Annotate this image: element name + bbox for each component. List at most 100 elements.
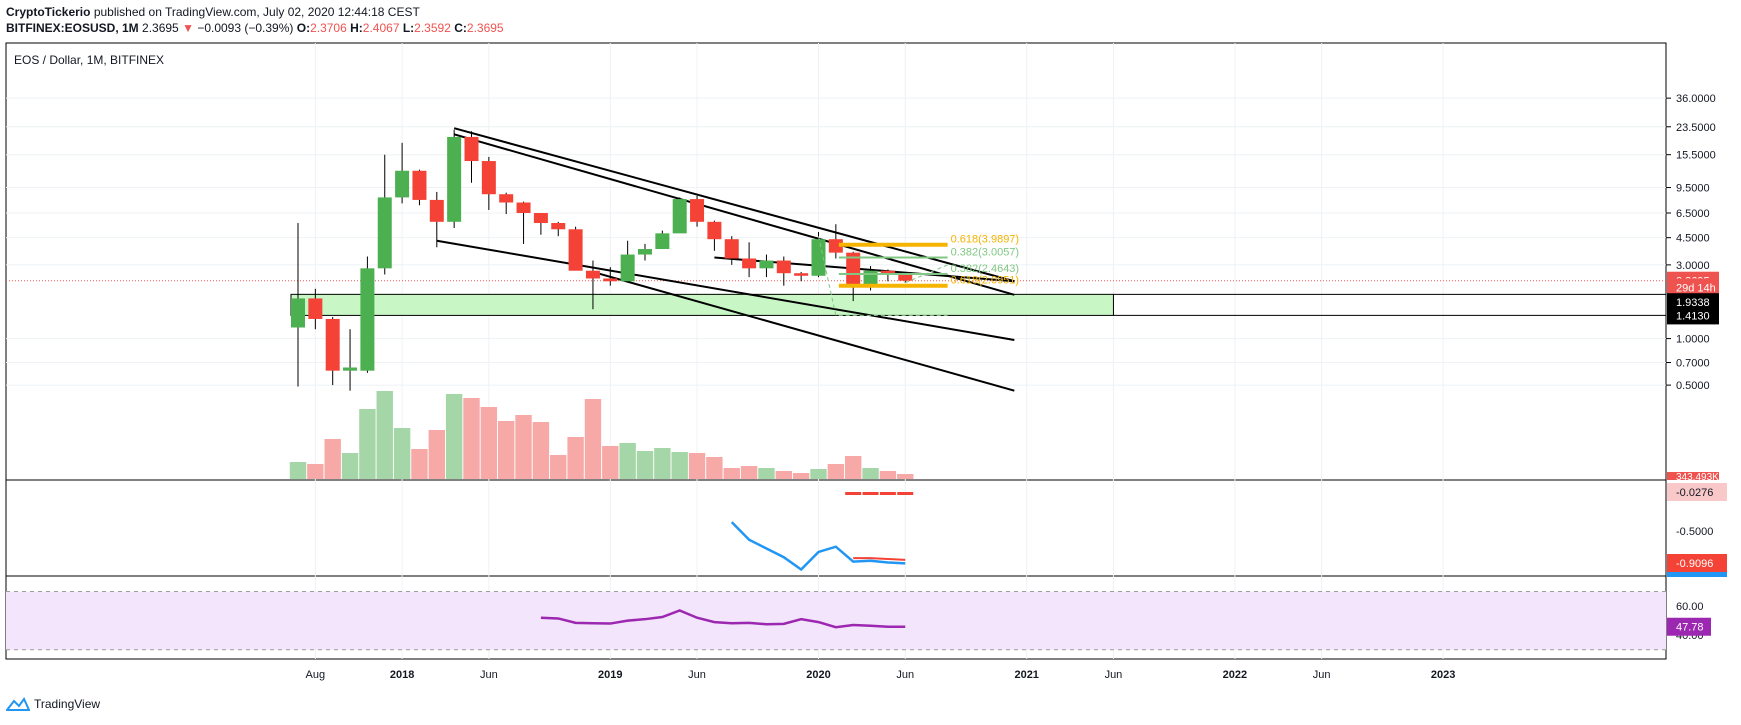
volume-bar: [480, 407, 498, 479]
candle-body: [308, 298, 323, 319]
volume-bar: [862, 468, 879, 479]
fib-level-label: 0.382(3.0057): [951, 246, 1020, 258]
time-tick-label: 2022: [1223, 669, 1247, 681]
candle-body: [846, 252, 861, 286]
macd-histogram-bar: [897, 492, 914, 495]
volume-bar: [897, 474, 914, 479]
time-axis[interactable]: Aug 2018 Jun 2019 Jun 2020 Jun 2021 Jun 2022 Jun 20…: [306, 669, 1456, 681]
candle-body: [481, 161, 496, 195]
time-tick-label: 2018: [390, 669, 414, 681]
volume-bar: [324, 439, 341, 479]
rsi-value-badge: [1667, 617, 1711, 636]
open-label: O:: [296, 21, 311, 35]
candle-body: [724, 239, 739, 259]
price-tick-label: 3.0000: [1676, 260, 1710, 272]
candle-body: [828, 239, 843, 253]
volume-bar: [550, 455, 567, 479]
trend-line: [453, 133, 1015, 296]
price-tick-label: 4.5000: [1676, 233, 1710, 245]
macd-line: [730, 521, 906, 572]
candle-body: [672, 199, 687, 234]
price-badge-label: 1.9338: [1676, 297, 1710, 309]
volume-bar: [723, 468, 740, 479]
candle-body: [690, 199, 705, 222]
time-tick-label: Jun: [1313, 669, 1331, 681]
price-badge-label: 29d 14h: [1676, 283, 1716, 295]
fib-level-label: 0.382(2.4643): [951, 263, 1020, 275]
candle-body: [898, 275, 913, 281]
candle-body: [568, 229, 583, 271]
chart-canvas[interactable]: 0.618(3.9897)0.382(3.0057)0.382(2.4643)0…: [0, 0, 1741, 695]
trend-line: [453, 127, 1015, 283]
macd-badge: [1667, 554, 1727, 572]
volume-bar: [584, 399, 602, 479]
publish-info: published on TradingView.com, July 02, 2…: [93, 5, 420, 19]
chart-frame: [5, 42, 1667, 660]
volume-bar: [393, 428, 411, 479]
candle-body: [863, 270, 878, 286]
symbol-label[interactable]: BITFINEX:EOSUSD, 1M: [6, 21, 139, 35]
price-axis[interactable]: 36.0000 23.5000 15.5000 9.5000 6.5000 4.5000 3…: [1666, 93, 1716, 392]
rsi-line: [540, 609, 906, 629]
high-label: H:: [350, 21, 363, 35]
candle-body: [638, 249, 652, 255]
macd-badge: [1667, 483, 1727, 501]
price-tick-label: 1.0000: [1676, 334, 1710, 346]
time-tick-label: Jun: [896, 669, 914, 681]
brand-name[interactable]: TradingView: [34, 697, 101, 711]
candle-body: [759, 260, 774, 269]
candle-body: [707, 221, 722, 240]
trend-lines: [436, 127, 1015, 392]
volume-bar: [445, 394, 463, 479]
macd-signal-badge: [1667, 572, 1727, 577]
low-label: L:: [402, 21, 415, 35]
footer: TradingView: [6, 697, 100, 711]
time-tick-label: 2023: [1431, 669, 1455, 681]
volume-bar: [845, 456, 862, 479]
rsi-band-fill: [6, 591, 1666, 650]
volume-bar: [532, 422, 550, 479]
candle-body: [776, 260, 791, 274]
candle-body: [742, 258, 757, 269]
trend-line: [592, 270, 1015, 392]
time-tick-label: Jun: [688, 669, 706, 681]
price-tick-label: 0.5000: [1676, 380, 1710, 392]
author-name[interactable]: CryptoTickerio: [6, 5, 91, 19]
candle-body: [620, 254, 635, 282]
volume-bar: [341, 453, 359, 479]
trend-line: [436, 239, 1015, 341]
volume-bar: [706, 457, 723, 479]
tradingview-logo-icon[interactable]: [6, 697, 30, 711]
volume-badge: [1667, 472, 1719, 480]
time-tick-label: 2019: [598, 669, 622, 681]
rsi-value-label: 47.78: [1676, 622, 1704, 634]
ohlc-line: BITFINEX:EOSUSD, 1M 2.3695 ▼ −0.0093 (−0…: [6, 20, 504, 36]
price-tick-label: 0.7000: [1676, 358, 1710, 370]
volume-bar: [688, 453, 706, 479]
volume-badge-label: 343.493K: [1676, 472, 1719, 483]
macd-tick-label: -0.5000: [1676, 526, 1713, 538]
chart-title: EOS / Dollar, 1M, BITFINEX: [14, 53, 164, 67]
candle-body: [655, 233, 670, 250]
volume-bar: [411, 449, 428, 479]
time-tick-label: 2020: [806, 669, 830, 681]
volume-bar: [289, 462, 307, 479]
last-price: 2.3695: [142, 21, 179, 35]
low-value: 2.3592: [414, 21, 451, 35]
candle-body: [551, 223, 566, 230]
close-label: C:: [454, 21, 467, 35]
time-tick-label: Jun: [1105, 669, 1123, 681]
volume-bar: [671, 452, 688, 479]
time-tick-label: Jun: [480, 669, 498, 681]
macd-pane: -0.0276 -0.5000 -0.9096: [730, 483, 1727, 577]
chart-header: CryptoTickerio published on TradingView.…: [6, 4, 504, 36]
volume-bar: [827, 464, 845, 479]
price-tick-label: 23.5000: [1676, 122, 1716, 134]
fib-connector: [818, 236, 948, 316]
candle-body: [585, 270, 600, 279]
volume-bars: [289, 391, 914, 479]
volume-bar: [498, 421, 515, 479]
time-tick-label: 2021: [1014, 669, 1038, 681]
volume-bar: [879, 471, 897, 479]
